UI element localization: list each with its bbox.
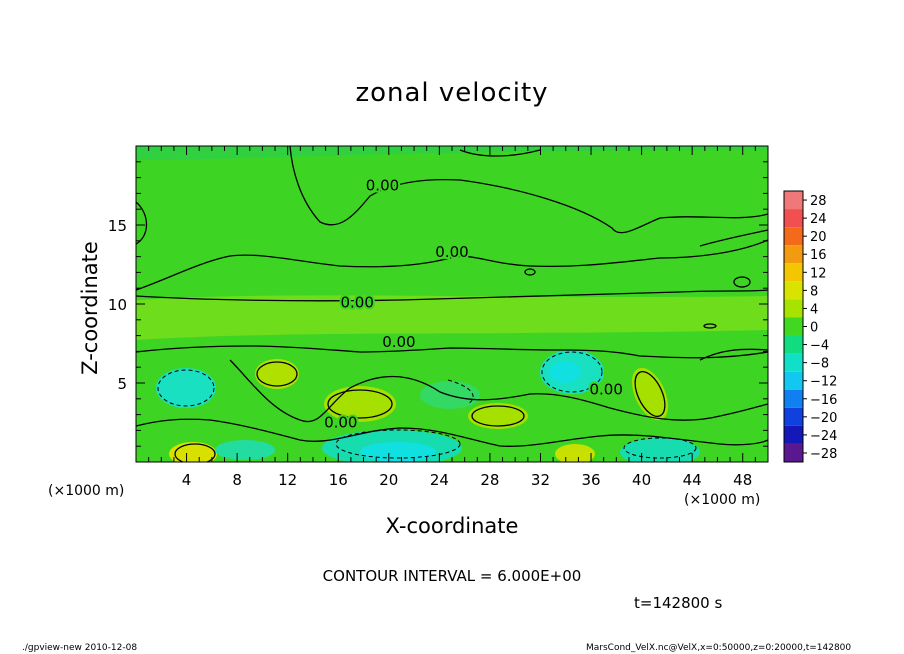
colorbar-level-label: 0 [810, 321, 818, 336]
colorbar-level-label: −20 [810, 411, 837, 426]
x-tick-label: 48 [733, 471, 752, 489]
colorbar-swatch [784, 209, 803, 228]
x-tick-label: 28 [480, 471, 499, 489]
colorbar-swatch [784, 407, 803, 426]
colorbar-swatch [784, 371, 803, 390]
colorbar-level-label: −16 [810, 393, 837, 408]
colorbar-level-label: 4 [810, 302, 818, 317]
colorbar-swatch [784, 281, 803, 300]
x-tick-label: 20 [379, 471, 398, 489]
colorbar-level-label: 16 [810, 248, 827, 263]
colorbar-swatch [784, 335, 803, 354]
colorbar-level-label: 28 [810, 194, 827, 209]
contour-labels: 0.00 0.00 0.00 0.00 0.00 0.00 [322, 175, 625, 434]
colorbar-level-label: −8 [810, 357, 829, 372]
colorbar-swatch [784, 389, 803, 408]
colorbar-swatch [784, 227, 803, 246]
x-tick-label: 4 [182, 471, 192, 489]
y-tick-label: 15 [108, 217, 127, 235]
y-tick-label: 10 [108, 296, 127, 314]
colorbar-swatch [784, 425, 803, 444]
x-tick-label: 36 [581, 471, 600, 489]
x-tick-label: 8 [232, 471, 242, 489]
colorbar: 28 24 20 16 12 8 4 0 −4 −8 −12 −16 −20 −24 −28 [783, 190, 837, 463]
x-unit-label-right: (×1000 m) [684, 492, 761, 508]
footer-data-source: MarsCond_VelX.nc@VelX,x=0:50000,z=0:2000… [586, 643, 852, 653]
contour-interval-note: CONTOUR INTERVAL = 6.000E+00 [322, 567, 582, 585]
x-axis-ticks: 4 8 12 16 20 24 28 32 36 40 44 48 [135, 146, 769, 489]
x-axis-label: X-coordinate [385, 514, 519, 538]
negative-contours [157, 351, 697, 459]
field-shading [136, 146, 768, 462]
colorbar-swatch [784, 353, 803, 372]
colorbar-level-label: −28 [810, 447, 837, 462]
colorbar-swatch [784, 191, 803, 210]
colorbar-swatch [784, 263, 803, 282]
y-axis-ticks: 5 10 15 [108, 145, 768, 463]
time-label: t=142800 s [634, 594, 723, 612]
y-tick-label: 5 [117, 375, 127, 393]
colorbar-level-label: −24 [810, 429, 837, 444]
colorbar-swatch [784, 245, 803, 264]
contour-lines [136, 146, 768, 462]
colorbar-swatch [784, 443, 803, 462]
x-tick-label: 44 [683, 471, 702, 489]
colorbar-swatch [784, 317, 803, 336]
footer-program-date: ./gpview-new 2010-12-08 [22, 643, 138, 653]
contour-value-label: 0.00 [590, 380, 623, 398]
x-tick-label: 40 [632, 471, 651, 489]
colorbar-level-label: −4 [810, 339, 829, 354]
colorbar-level-label: 12 [810, 266, 827, 281]
contour-value-label: 0.00 [340, 293, 373, 311]
x-tick-label: 12 [278, 471, 297, 489]
chart-title: zonal velocity [355, 78, 549, 108]
colorbar-level-label: 8 [810, 284, 818, 299]
contour-value-label: 0.00 [324, 414, 357, 432]
colorbar-level-label: 20 [810, 230, 827, 245]
x-tick-label: 24 [430, 471, 449, 489]
colorbar-level-label: 24 [810, 212, 827, 227]
x-tick-label: 16 [329, 471, 348, 489]
x-tick-label: 32 [531, 471, 550, 489]
colorbar-swatch [784, 299, 803, 318]
contour-value-label: 0.00 [366, 177, 399, 195]
colorbar-level-label: −12 [810, 375, 837, 390]
contour-value-label: 0.00 [382, 333, 415, 351]
contour-value-label: 0.00 [435, 243, 468, 261]
x-unit-label-left: (×1000 m) [48, 483, 125, 499]
plot-area [135, 145, 769, 463]
